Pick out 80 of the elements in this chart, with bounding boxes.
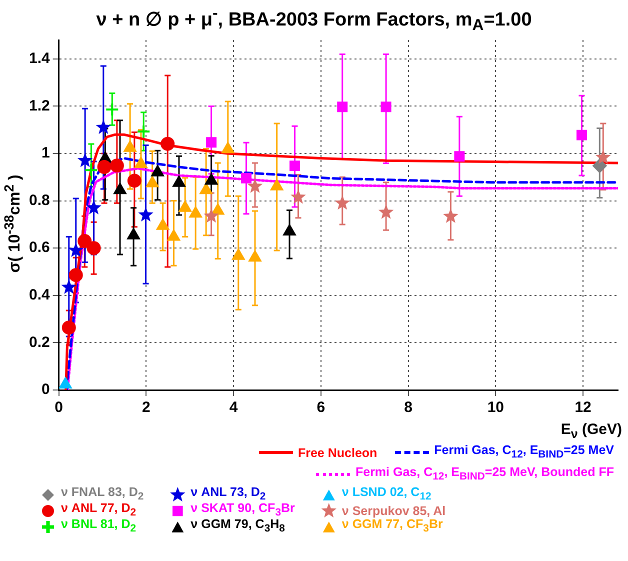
point: [68, 242, 84, 257]
legend-label: ν SKAT 90, CF$_{3}$Br: [190, 501, 295, 519]
point: [290, 189, 306, 204]
point: [97, 160, 112, 174]
point: [205, 174, 218, 185]
chart-title: ν + n ∅ p + μ$^{-}$, BBA-2003 Form Factors, m$_{A}$=1.00: [95, 4, 533, 34]
point: [68, 268, 83, 282]
point: [380, 102, 392, 112]
point: [454, 151, 465, 162]
point: [84, 163, 98, 178]
point: [596, 150, 611, 164]
y-tick-label: 0.6: [28, 239, 50, 256]
point: [178, 200, 192, 212]
point: [337, 102, 348, 112]
point: [247, 178, 263, 193]
point: [78, 234, 92, 248]
x-tick-label: 8: [404, 399, 412, 416]
legend-label: ν GGM 77, CF$_{3}$Br: [342, 517, 443, 537]
point: [105, 102, 120, 117]
point: [206, 137, 217, 148]
y-tick-label: 0.4: [28, 286, 50, 304]
legend-label: ν FNAL 83, D$_{2}$: [61, 485, 144, 503]
point: [114, 183, 126, 194]
y-tick-label: 0.8: [28, 192, 50, 209]
x-tick-label: 0: [54, 399, 64, 416]
point: [248, 250, 262, 262]
legend-label: Fermi Gas, C$_{12}$, E$_{BIND}$=25 MeV, Bounded FF: [355, 464, 614, 484]
point: [290, 160, 300, 172]
legend-label: ν GGM 79, C$_{3}$H$_{8}$: [190, 516, 285, 537]
point: [156, 218, 170, 230]
point: [334, 195, 350, 210]
y-tick-label: 0.2: [28, 334, 50, 351]
y-tick-label: 1: [42, 144, 50, 162]
point: [592, 158, 607, 173]
legend-label: ν ANL 73, D$_{2}$: [190, 485, 266, 503]
legend-label: ν BNL 81, D$_{2}$: [61, 516, 136, 537]
x-tick-label: 2: [142, 399, 150, 416]
point: [270, 179, 284, 190]
legend-label: ν Serpukov 85, Al: [342, 503, 446, 519]
point: [61, 279, 77, 294]
point: [77, 152, 93, 168]
point: [134, 157, 148, 168]
legend-label: Fermi Gas, C$_{12}$, E$_{BIND}$=25 MeV: [434, 442, 614, 462]
point: [576, 130, 587, 140]
legend-label: Free Nucleon: [298, 444, 378, 461]
x-axis-title: E$_{ν}$ (GeV): [560, 420, 623, 441]
point: [168, 230, 180, 241]
point: [151, 165, 164, 176]
point: [86, 200, 102, 214]
y-tick-label: 1.4: [28, 50, 50, 68]
point: [222, 142, 234, 154]
point: [283, 224, 296, 236]
point: [241, 172, 252, 184]
point: [212, 204, 224, 215]
point: [189, 206, 202, 218]
point: [146, 176, 159, 188]
point: [96, 120, 112, 134]
y-tick-label: 1.2: [28, 97, 50, 114]
point: [172, 176, 186, 187]
point: [204, 208, 219, 223]
point: [443, 208, 458, 223]
point: [86, 241, 101, 256]
point: [160, 136, 175, 151]
point: [136, 124, 151, 139]
point: [127, 174, 142, 188]
point: [59, 378, 72, 389]
point: [232, 248, 245, 260]
x-tick-label: 10: [487, 399, 504, 416]
point: [124, 140, 136, 152]
y-tick-label: 0: [42, 381, 50, 398]
x-tick-label: 12: [574, 399, 592, 416]
x-tick-label: 6: [316, 399, 326, 416]
legend-label: ν ANL 77, D$_{2}$: [61, 501, 136, 519]
point: [127, 228, 140, 240]
point: [110, 158, 124, 173]
point: [378, 204, 394, 219]
point: [200, 183, 212, 194]
x-tick-label: 4: [229, 399, 238, 416]
point: [138, 207, 154, 222]
legend-label: ν LSND 02, C$_{12}$: [342, 484, 432, 505]
